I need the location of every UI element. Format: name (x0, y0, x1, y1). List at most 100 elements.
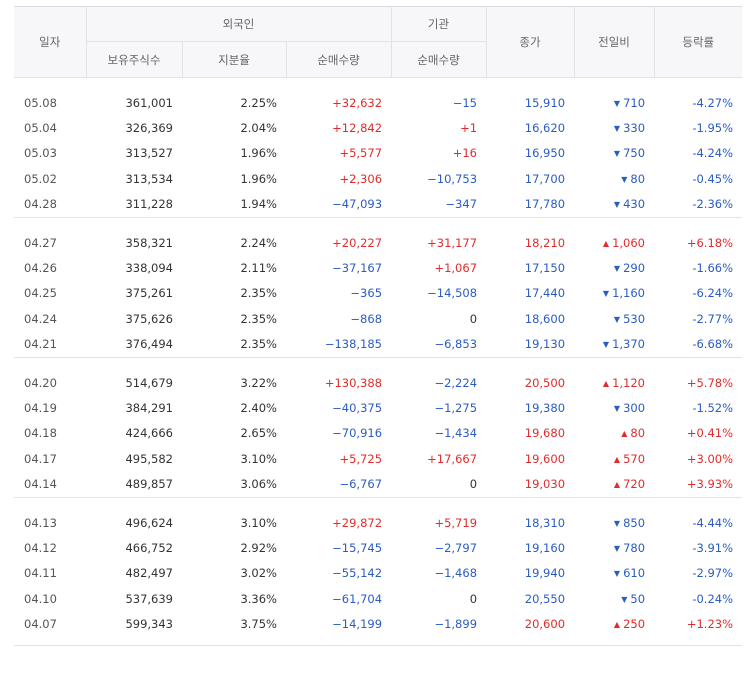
foreign-net-cell: −15,745 (332, 540, 383, 555)
rate-cell: +3.00% (686, 451, 734, 466)
holdings-cell: 313,527 (125, 146, 173, 161)
table-row: 04.21 376,494 2.35% −138,185 −6,853 19,130 ▼ 1,… (14, 332, 742, 358)
rate-cell: -6.24% (692, 286, 734, 301)
triangle-down-icon: ▼ (613, 124, 621, 134)
institution-net-cell: 0 (469, 311, 478, 326)
share-cell: 1.94% (240, 197, 277, 212)
table-row: 04.12 466,752 2.92% −15,745 −2,797 19,160 ▼ 780… (14, 535, 742, 560)
group-spacer (14, 358, 742, 370)
rate-cell: -2.36% (692, 197, 734, 212)
date-cell: 04.27 (24, 235, 57, 250)
holdings-cell: 311,228 (125, 197, 173, 212)
table-row: 04.07 599,343 3.75% −14,199 −1,899 20,600 ▲ 250… (14, 611, 742, 636)
date-cell: 04.17 (24, 451, 57, 466)
close-price-cell: 17,440 (524, 286, 566, 301)
triangle-down-icon: ▼ (613, 149, 621, 159)
holdings-cell: 496,624 (125, 515, 173, 530)
change-cell: ▲ 720 (574, 471, 654, 497)
close-price-cell: 20,500 (524, 375, 566, 390)
change-cell: ▲ 570 (574, 446, 654, 471)
holdings-cell: 482,497 (125, 566, 173, 581)
foreign-net-cell: −61,704 (332, 591, 383, 606)
institution-net-cell: −2,224 (434, 375, 478, 390)
table-row: 04.14 489,857 3.06% −6,767 0 19,030 ▲ 720 +3.93% (14, 471, 742, 497)
change-value: 850 (623, 515, 646, 530)
header-holdings: 보유주식수 (85, 41, 183, 78)
institution-net-cell: −1,434 (434, 426, 478, 441)
date-cell: 04.10 (24, 591, 57, 606)
change-value: 780 (623, 540, 646, 555)
close-price-cell: 18,210 (524, 235, 566, 250)
investor-trading-table-panel: 일자 외국인 기관 종가 전일비 등락률 보유주식수 지분율 순매수량 순매수량… (0, 6, 750, 689)
change-cell: ▼ 300 (574, 395, 654, 420)
triangle-down-icon: ▼ (602, 340, 610, 350)
table-row: 04.27 358,321 2.24% +20,227 +31,177 18,210 ▲ 1,… (14, 230, 742, 255)
date-cell: 04.24 (24, 311, 57, 326)
share-cell: 3.10% (240, 451, 277, 466)
change-value: 1,160 (612, 286, 646, 301)
holdings-cell: 537,639 (125, 591, 173, 606)
table-row: 04.19 384,291 2.40% −40,375 −1,275 19,380 ▼ 300… (14, 395, 742, 420)
share-cell: 3.02% (240, 566, 277, 581)
table-row: 05.08 361,001 2.25% +32,632 −15 15,910 ▼ 710 -4.… (14, 90, 742, 115)
change-cell: ▼ 780 (574, 535, 654, 560)
foreign-net-cell: −14,199 (332, 617, 383, 632)
rate-cell: -1.95% (692, 121, 734, 136)
table-row: 04.25 375,261 2.35% −365 −14,508 17,440 ▼ 1,160… (14, 281, 742, 306)
rate-cell: +5.78% (686, 375, 734, 390)
institution-net-cell: +17,667 (427, 451, 478, 466)
triangle-down-icon: ▼ (613, 518, 621, 528)
foreign-net-cell: −47,093 (332, 197, 383, 212)
change-value: 610 (623, 566, 646, 581)
institution-net-cell: −1,468 (434, 566, 478, 581)
date-cell: 04.14 (24, 477, 57, 492)
rate-cell: -2.77% (692, 311, 734, 326)
share-cell: 2.92% (240, 540, 277, 555)
holdings-cell: 489,857 (125, 477, 173, 492)
date-cell: 04.11 (24, 566, 57, 581)
holdings-cell: 375,626 (125, 311, 173, 326)
change-cell: ▲ 80 (574, 421, 654, 446)
institution-net-cell: 0 (469, 591, 478, 606)
close-price-cell: 20,550 (524, 591, 566, 606)
investor-trading-table: 일자 외국인 기관 종가 전일비 등락률 보유주식수 지분율 순매수량 순매수량… (14, 6, 743, 646)
triangle-down-icon: ▼ (602, 289, 610, 299)
table-row: 04.18 424,666 2.65% −70,916 −1,434 19,680 ▲ 80 +… (14, 421, 742, 446)
change-cell: ▼ 530 (574, 306, 654, 331)
table-row: 04.11 482,497 3.02% −55,142 −1,468 19,940 ▼ 610… (14, 561, 742, 586)
date-cell: 04.07 (24, 617, 57, 632)
triangle-down-icon: ▼ (613, 543, 621, 553)
close-price-cell: 19,680 (524, 426, 566, 441)
triangle-up-icon: ▲ (613, 480, 621, 490)
institution-net-cell: +16 (452, 146, 478, 161)
share-cell: 2.65% (240, 426, 277, 441)
change-cell: ▲ 1,120 (574, 370, 654, 395)
holdings-cell: 466,752 (125, 540, 173, 555)
rate-cell: -0.45% (692, 171, 734, 186)
change-value: 80 (630, 171, 646, 186)
rate-cell: -1.66% (692, 261, 734, 276)
institution-net-cell: +31,177 (427, 235, 478, 250)
triangle-down-icon: ▼ (621, 594, 628, 604)
rate-cell: -6.68% (692, 337, 734, 352)
institution-net-cell: −1,275 (434, 400, 478, 415)
table-row: 04.17 495,582 3.10% +5,725 +17,667 19,600 ▲ 570… (14, 446, 742, 471)
institution-net-cell: −14,508 (427, 286, 478, 301)
header-date: 일자 (14, 6, 87, 78)
date-cell: 05.03 (24, 146, 57, 161)
change-cell: ▼ 50 (574, 586, 654, 611)
holdings-cell: 424,666 (125, 426, 173, 441)
header-rate: 등락률 (653, 6, 743, 78)
close-price-cell: 17,700 (524, 171, 566, 186)
foreign-net-cell: −365 (350, 286, 383, 301)
institution-net-cell: −347 (445, 197, 478, 212)
change-value: 290 (623, 261, 646, 276)
table-bottom-border (14, 636, 743, 646)
triangle-up-icon: ▲ (621, 429, 628, 439)
date-cell: 04.13 (24, 515, 57, 530)
institution-net-cell: −10,753 (427, 171, 478, 186)
share-cell: 3.10% (240, 515, 277, 530)
rate-cell: -0.24% (692, 591, 734, 606)
share-cell: 3.36% (240, 591, 277, 606)
change-value: 430 (623, 197, 646, 212)
